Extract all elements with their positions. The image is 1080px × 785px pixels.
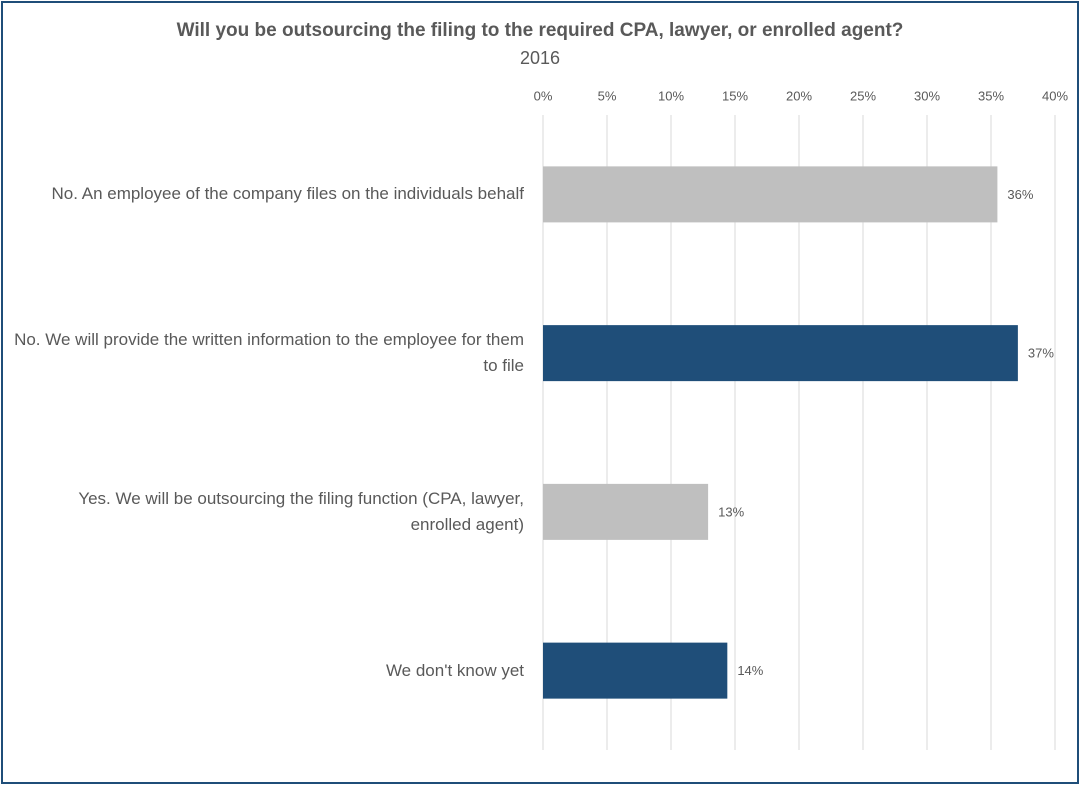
category-label: Yes. We will be outsourcing the filing f… — [78, 488, 524, 534]
x-tick-label: 15% — [722, 88, 748, 103]
x-tick-label: 0% — [534, 88, 553, 103]
x-tick-label: 25% — [850, 88, 876, 103]
category-label: We don't know yet — [385, 660, 524, 680]
data-label: 37% — [1028, 346, 1054, 361]
x-tick-label: 40% — [1042, 88, 1068, 103]
data-label: 14% — [737, 663, 763, 678]
data-label: 36% — [1007, 187, 1033, 202]
chart-title: Will you be outsourcing the filing to th… — [177, 20, 904, 41]
bar — [543, 483, 709, 540]
bar — [543, 642, 728, 699]
bar — [543, 166, 998, 223]
bar — [543, 325, 1018, 382]
category-label: No. An employee of the company files on … — [51, 184, 524, 204]
x-tick-label: 35% — [978, 88, 1004, 103]
data-label: 13% — [718, 504, 744, 519]
x-tick-label: 10% — [658, 88, 684, 103]
x-tick-label: 20% — [786, 88, 812, 103]
chart-subtitle: 2016 — [520, 48, 560, 68]
category-label: No. We will provide the written informat… — [14, 330, 524, 376]
x-tick-label: 30% — [914, 88, 940, 103]
x-tick-label: 5% — [598, 88, 617, 103]
